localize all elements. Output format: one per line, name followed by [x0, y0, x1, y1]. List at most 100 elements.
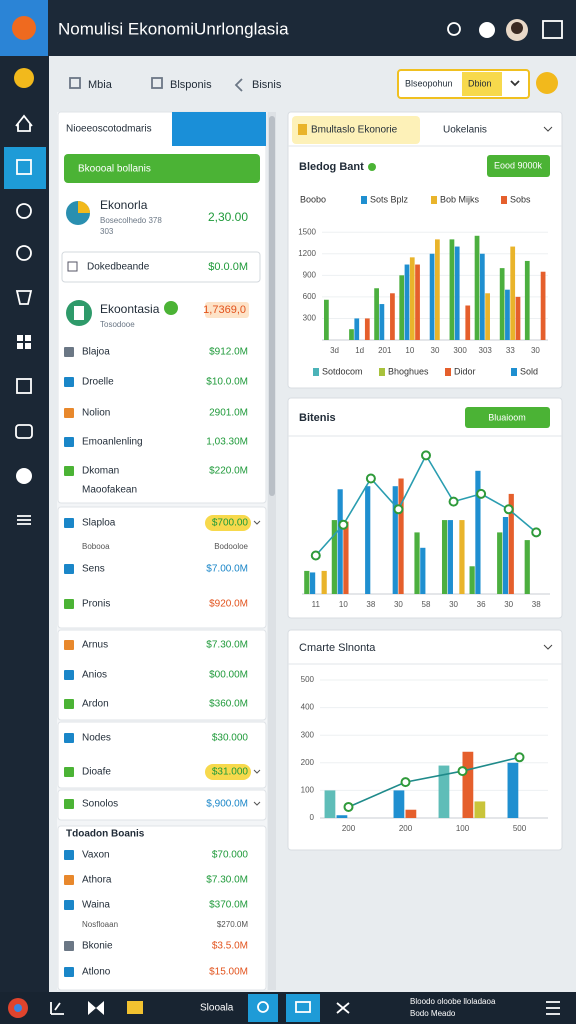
- nav-coin[interactable]: [14, 68, 34, 88]
- legend-swatch: [379, 368, 385, 376]
- line-point: [393, 504, 404, 515]
- task-icon: [257, 1001, 269, 1013]
- toolbar-tab[interactable]: Blsponis: [170, 79, 212, 91]
- nav-item[interactable]: [16, 468, 32, 484]
- nav-item[interactable]: [15, 290, 33, 305]
- section-title: Tdoadon Boanis: [66, 829, 145, 840]
- task-icon[interactable]: [88, 1001, 104, 1015]
- logo-mark: [12, 16, 36, 40]
- row-name: Anios: [82, 670, 107, 681]
- chevron[interactable]: [253, 769, 261, 774]
- task-icon[interactable]: [50, 1002, 64, 1015]
- chevron[interactable]: [543, 644, 553, 650]
- feature-name: Ekoontasia: [100, 302, 160, 316]
- row-value: 1,03.30M: [206, 437, 248, 448]
- x-tick-label: 38: [532, 600, 541, 609]
- nav-item[interactable]: [16, 378, 32, 394]
- row-value: $7.00.0M: [206, 564, 248, 575]
- primary-button[interactable]: [64, 154, 260, 183]
- tab-active[interactable]: [292, 116, 420, 144]
- row-value: $3.5.0M: [212, 941, 248, 952]
- x-tick-label: 30: [394, 600, 403, 609]
- bar: [336, 815, 348, 818]
- task-icon[interactable]: [336, 1002, 350, 1014]
- toolbar-tab[interactable]: Mbia: [88, 79, 113, 91]
- bar: [479, 253, 485, 340]
- chevron[interactable]: [253, 520, 261, 525]
- x-tick-label: 300: [453, 346, 467, 355]
- account-avatar[interactable]: [536, 72, 558, 94]
- menu-icon[interactable]: [542, 20, 563, 39]
- bar: [337, 489, 343, 594]
- legend-swatch: [361, 196, 367, 204]
- row-value: $15.00M: [209, 967, 248, 978]
- row-icon: [64, 967, 74, 977]
- button-label: Eood 9000k: [494, 160, 543, 170]
- row-name: Athora: [82, 875, 112, 886]
- row-icon: [64, 408, 74, 418]
- x-tick-label: 200: [342, 824, 356, 833]
- row-icon: [64, 599, 74, 609]
- panel-title: Cmarte Slnonta: [299, 642, 376, 654]
- row-name: Maoofakean: [82, 485, 137, 496]
- row-value: 2901.0M: [209, 408, 248, 419]
- search-icon[interactable]: [447, 22, 461, 36]
- app-title: Nomulisi EkonomiUnrlonglasia: [58, 19, 289, 38]
- folder-icon[interactable]: [127, 1001, 143, 1014]
- bar: [459, 520, 465, 594]
- row-value: $270.0M: [217, 920, 248, 929]
- line-point: [457, 766, 468, 777]
- help-icon[interactable]: [479, 22, 495, 38]
- row-icon: [64, 850, 74, 860]
- account-highlight: [462, 72, 502, 96]
- bar: [508, 493, 514, 594]
- feature-sub: Tosodooe: [100, 320, 135, 329]
- row-name: Sonolos: [82, 799, 118, 810]
- nav-item[interactable]: [15, 424, 33, 439]
- scrollbar-thumb[interactable]: [269, 116, 275, 496]
- task-active[interactable]: [248, 994, 278, 1022]
- feature-sub: Bosecolhedo 378: [100, 216, 162, 225]
- panel-button[interactable]: [465, 407, 550, 428]
- legend-label: Boobo: [300, 194, 326, 204]
- row-value: $920.0M: [209, 599, 248, 610]
- legend-swatch: [501, 196, 507, 204]
- notifications[interactable]: [546, 1001, 560, 1015]
- bar: [324, 299, 329, 340]
- bar: [343, 521, 349, 594]
- x-tick-label: 30: [504, 600, 513, 609]
- nav-home[interactable]: [15, 114, 33, 132]
- bar: [454, 246, 460, 340]
- row-value: $30.000: [212, 733, 249, 744]
- chevron[interactable]: [543, 126, 553, 132]
- nav-item[interactable]: [17, 515, 31, 525]
- tab-icon: [298, 124, 307, 135]
- x-tick-label: 36: [477, 600, 486, 609]
- panel-button[interactable]: [487, 155, 550, 177]
- bar: [524, 540, 530, 594]
- row-name: Atlono: [82, 967, 111, 978]
- nav-grid[interactable]: [17, 335, 31, 349]
- row-icon: [64, 564, 74, 574]
- legend-label: Sotdocom: [322, 366, 363, 376]
- feature-sub: 303: [100, 227, 114, 236]
- nav-active[interactable]: [4, 147, 46, 189]
- row-value: $00.00M: [209, 670, 248, 681]
- toolbar-tab[interactable]: Bisnis: [252, 79, 282, 91]
- chevron[interactable]: [253, 801, 261, 806]
- task-icon: [295, 1001, 311, 1013]
- x-tick-label: 30: [449, 600, 458, 609]
- nav-item[interactable]: [16, 245, 32, 261]
- tab-icon: [151, 77, 163, 89]
- x-tick-label: 38: [366, 600, 375, 609]
- card: [57, 789, 267, 821]
- nav-item[interactable]: [16, 203, 32, 219]
- x-tick-label: 303: [479, 346, 493, 355]
- y-tick-label: 300: [303, 314, 317, 323]
- x-tick-label: 11: [312, 600, 321, 609]
- task-active[interactable]: [286, 994, 320, 1022]
- row-icon: [64, 466, 74, 476]
- bar: [331, 520, 337, 594]
- taskbar-label: Slooala: [200, 1003, 234, 1014]
